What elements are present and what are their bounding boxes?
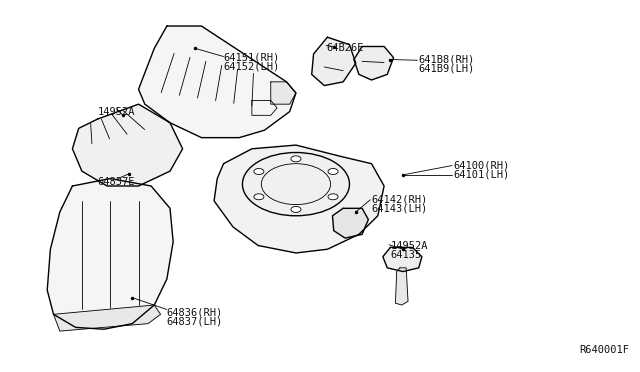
Text: 64100(RH): 64100(RH) bbox=[453, 161, 509, 170]
Polygon shape bbox=[354, 46, 394, 80]
Text: 64143(LH): 64143(LH) bbox=[371, 203, 428, 213]
Text: 64135: 64135 bbox=[390, 250, 422, 260]
Polygon shape bbox=[271, 82, 296, 104]
Text: 64101(LH): 64101(LH) bbox=[453, 170, 509, 180]
Polygon shape bbox=[47, 179, 173, 329]
Text: 64151(RH): 64151(RH) bbox=[223, 53, 280, 62]
Text: 64B26E: 64B26E bbox=[326, 44, 364, 53]
Circle shape bbox=[291, 156, 301, 162]
Circle shape bbox=[291, 206, 301, 212]
Text: 14952A: 14952A bbox=[390, 241, 428, 250]
Polygon shape bbox=[54, 305, 161, 331]
Text: 641B8(RH): 641B8(RH) bbox=[419, 55, 475, 64]
Polygon shape bbox=[312, 37, 356, 86]
Circle shape bbox=[328, 169, 338, 174]
Circle shape bbox=[243, 153, 349, 216]
Polygon shape bbox=[72, 104, 182, 186]
Text: R640001F: R640001F bbox=[579, 346, 629, 355]
Text: 64836(RH): 64836(RH) bbox=[167, 308, 223, 317]
Polygon shape bbox=[383, 247, 422, 272]
Text: 14952A: 14952A bbox=[98, 107, 135, 116]
Polygon shape bbox=[332, 208, 369, 238]
Text: 64837E: 64837E bbox=[98, 177, 135, 187]
Circle shape bbox=[254, 194, 264, 200]
Circle shape bbox=[254, 169, 264, 174]
Polygon shape bbox=[214, 145, 384, 253]
Text: 64152(LH): 64152(LH) bbox=[223, 62, 280, 72]
Polygon shape bbox=[396, 268, 408, 305]
Polygon shape bbox=[138, 26, 296, 138]
Text: 64142(RH): 64142(RH) bbox=[371, 194, 428, 204]
Text: 64837(LH): 64837(LH) bbox=[167, 317, 223, 327]
Circle shape bbox=[328, 194, 338, 200]
Text: 641B9(LH): 641B9(LH) bbox=[419, 64, 475, 74]
